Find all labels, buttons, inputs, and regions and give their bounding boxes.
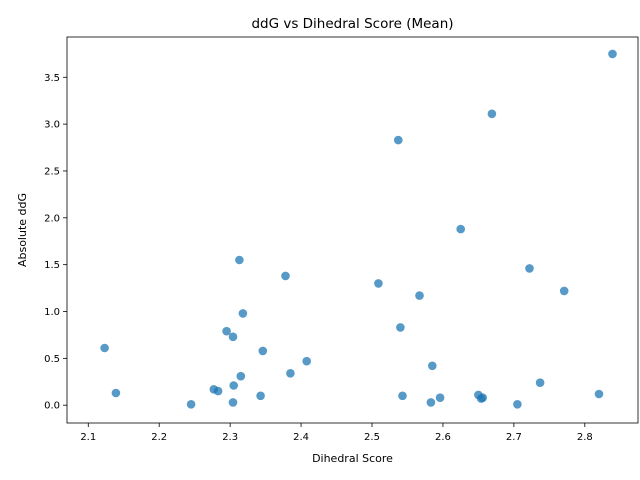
points-layer (100, 49, 617, 409)
chart-title: ddG vs Dihedral Score (Mean) (251, 16, 453, 32)
x-axis: 2.1 2.2 2.3 2.4 2.5 2.6 2.7 2.8 (80, 423, 593, 443)
data-point (394, 135, 403, 145)
data-point (236, 371, 246, 381)
data-point (487, 109, 497, 119)
data-point (535, 378, 545, 388)
data-point (428, 361, 437, 371)
data-point (398, 391, 407, 401)
data-point (228, 332, 238, 342)
data-point (415, 291, 424, 300)
x-tick-label: 2.1 (80, 432, 96, 443)
data-point (525, 264, 534, 273)
y-tick-label: 3.0 (44, 120, 60, 131)
data-point (302, 356, 312, 366)
data-point (213, 386, 223, 396)
data-point (100, 343, 109, 353)
y-tick-label: 0.0 (44, 401, 60, 412)
data-point (186, 400, 196, 409)
data-point (559, 286, 569, 296)
x-tick-label: 2.5 (364, 432, 380, 443)
data-point (286, 369, 295, 378)
data-point (435, 393, 445, 403)
data-point (396, 323, 405, 332)
data-point (235, 255, 244, 265)
data-point (608, 49, 617, 59)
data-point (456, 224, 466, 234)
y-tick-label: 2.5 (44, 166, 60, 177)
y-axis: 0.0 0.5 1.0 1.5 2.0 2.5 3.0 3.5 (44, 73, 67, 412)
data-point (478, 393, 488, 403)
data-point (238, 309, 248, 318)
x-tick-label: 2.7 (506, 432, 522, 443)
data-point (111, 388, 121, 398)
x-tick-label: 2.8 (577, 432, 593, 443)
x-tick-label: 2.4 (293, 432, 309, 443)
data-point (594, 389, 604, 399)
data-point (513, 400, 522, 409)
y-tick-label: 0.5 (44, 354, 60, 365)
data-point (222, 326, 231, 336)
y-tick-label: 1.0 (44, 307, 60, 318)
data-point (281, 271, 290, 281)
data-point (228, 398, 238, 407)
y-tick-label: 2.0 (44, 213, 60, 224)
x-tick-label: 2.3 (222, 432, 238, 443)
plot-frame (66, 36, 639, 424)
y-axis-label: Absolute ddG (16, 193, 29, 267)
data-point (229, 381, 238, 390)
y-tick-label: 1.5 (44, 260, 60, 271)
x-tick-label: 2.2 (151, 432, 167, 443)
x-tick-label: 2.6 (435, 432, 451, 443)
data-point (258, 346, 268, 356)
y-tick-label: 3.5 (44, 73, 60, 84)
data-point (256, 391, 265, 401)
x-axis-label: Dihedral Score (312, 452, 393, 465)
data-point (374, 279, 383, 288)
data-point (426, 398, 436, 407)
